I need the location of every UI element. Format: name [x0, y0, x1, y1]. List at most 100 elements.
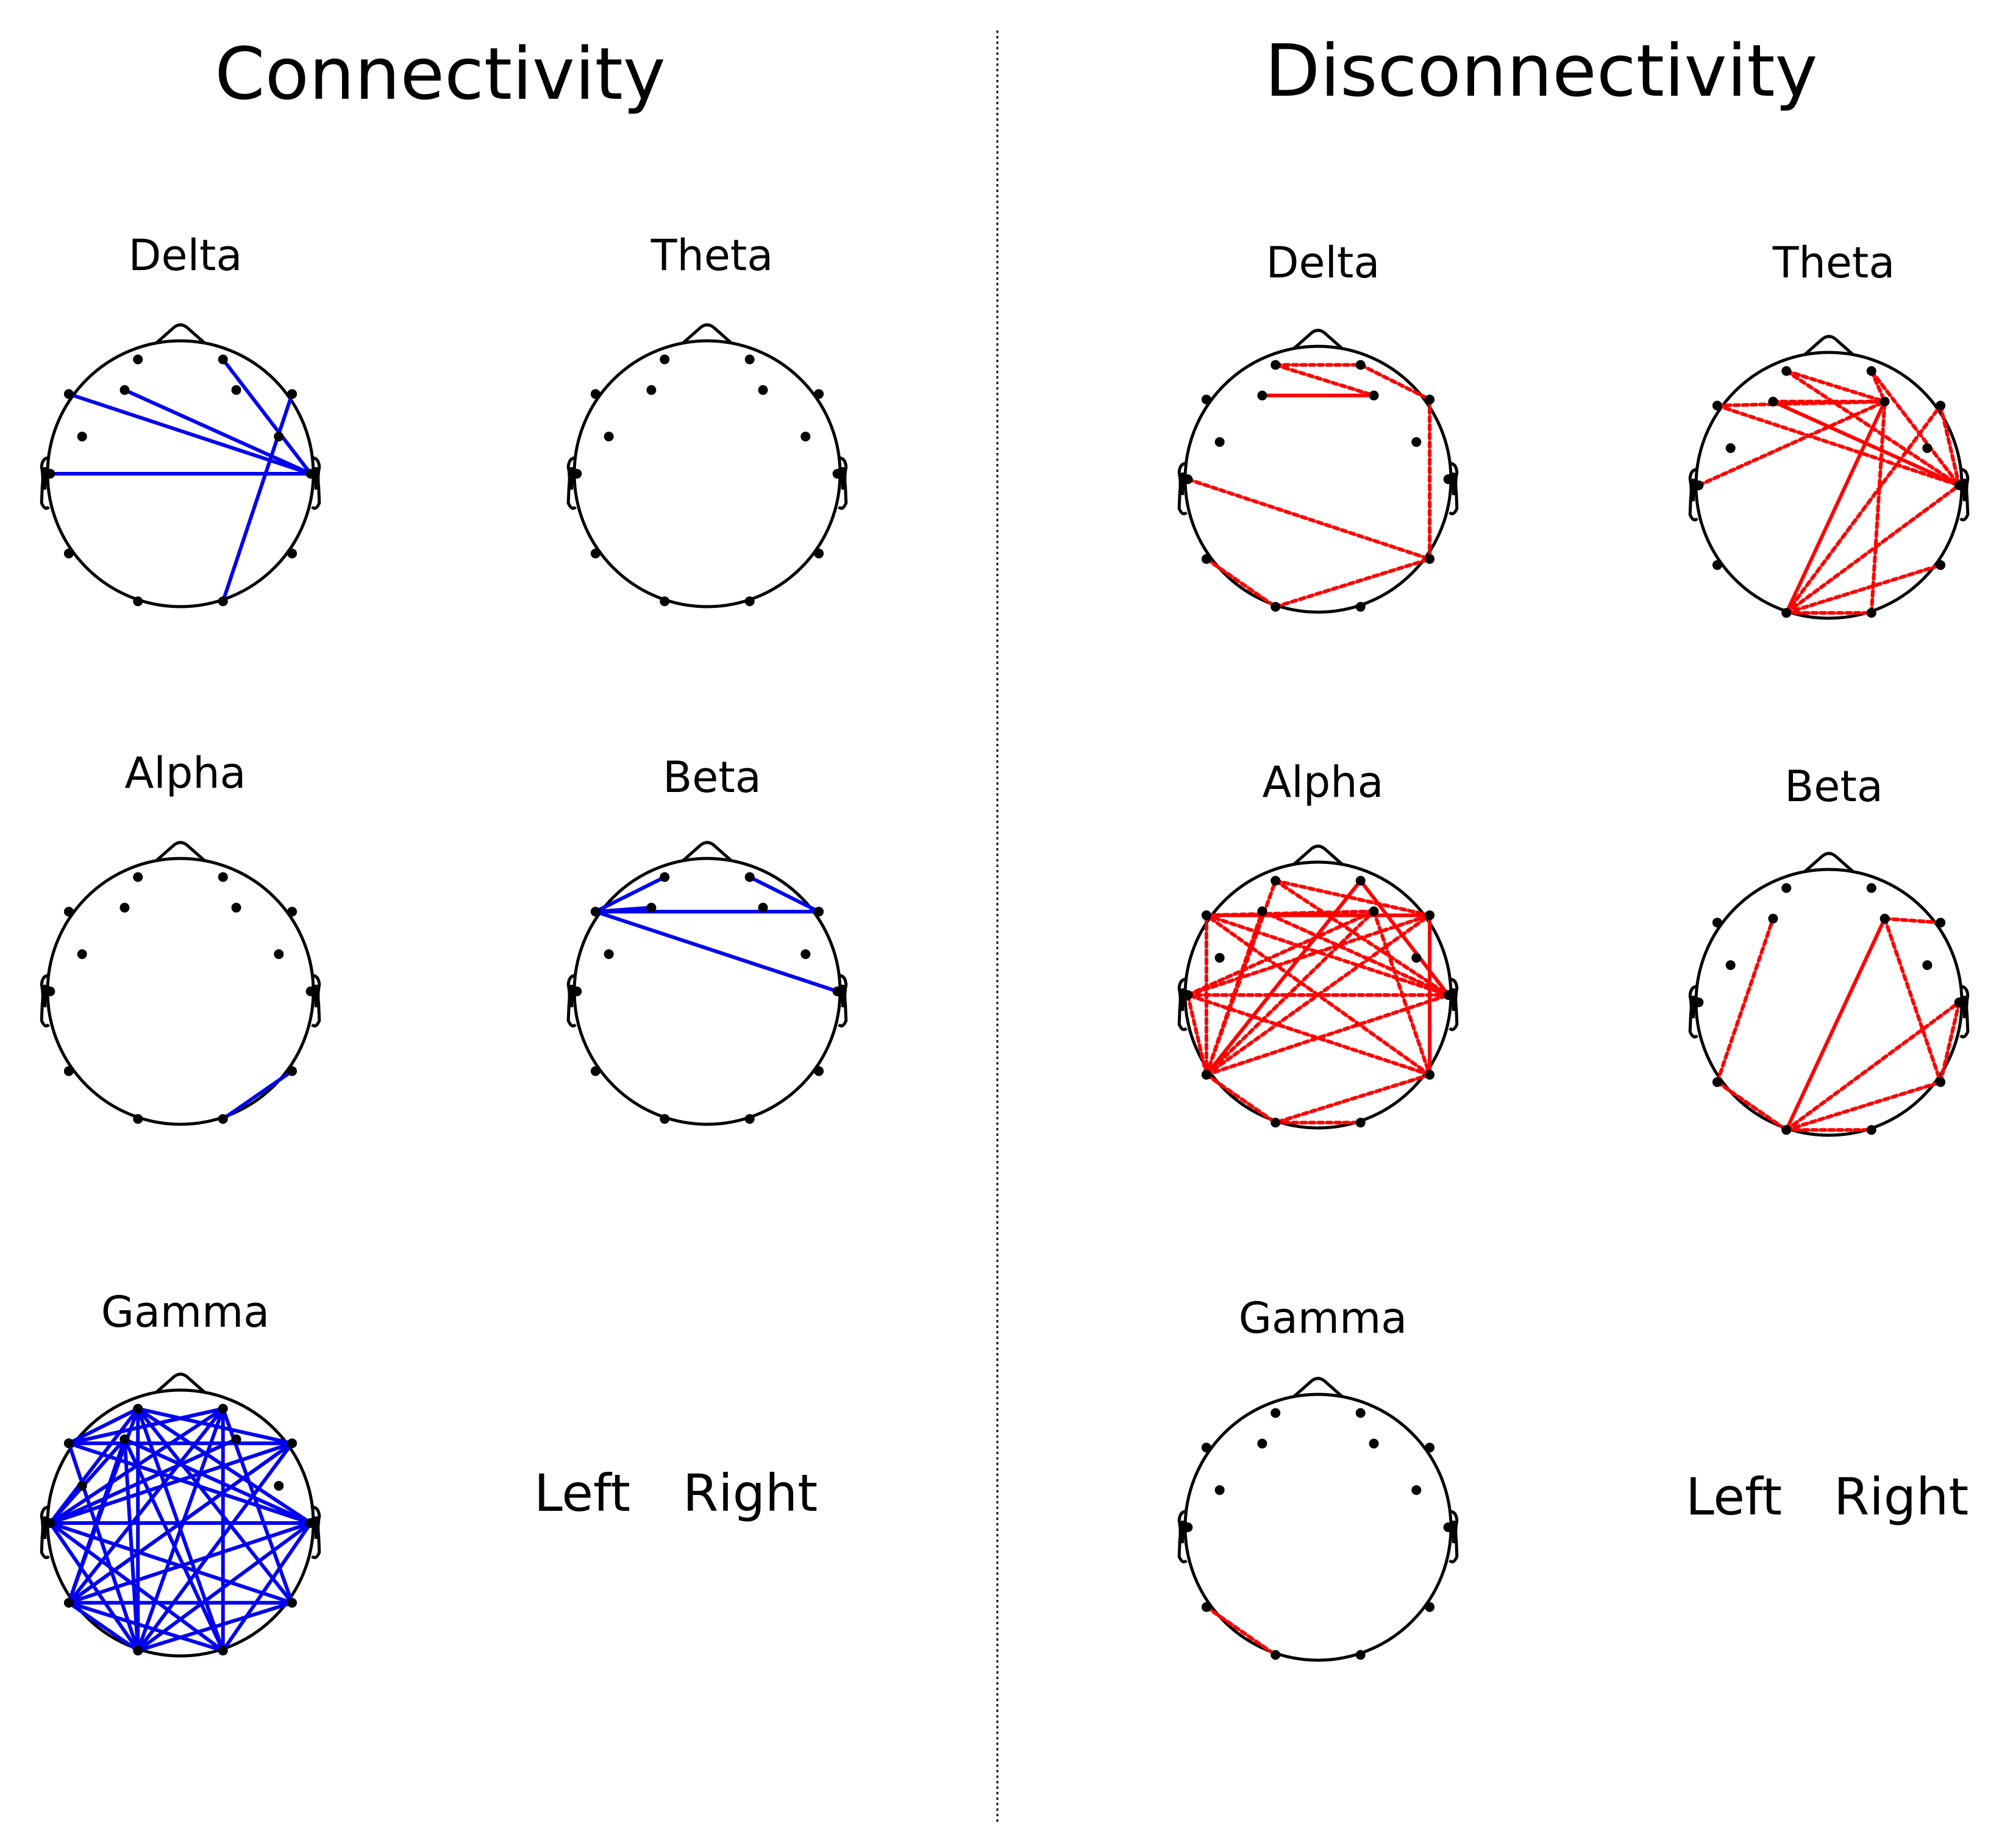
electrode-O2 — [1355, 602, 1366, 612]
band-label: Alpha — [124, 748, 246, 798]
electrode-inner-L — [77, 431, 87, 441]
electrode-F7 — [590, 907, 600, 917]
edge-T6-T3 — [1186, 993, 1432, 1077]
electrode-F8 — [287, 389, 298, 399]
electrode-T6 — [287, 548, 298, 558]
edge-T5-O1 — [66, 1600, 140, 1653]
edge-O2-F4 — [1869, 399, 1887, 615]
edge-O1-T4 — [136, 1521, 313, 1653]
electrode-T4 — [1954, 997, 1964, 1007]
electrode-F4 — [758, 385, 768, 395]
electrode-Fp1 — [1270, 876, 1281, 886]
edge-T5-O1 — [1715, 1080, 1789, 1132]
edge-T5-F3 — [66, 1437, 127, 1605]
electrode-inner-R — [800, 431, 811, 441]
band-label: Theta — [650, 230, 774, 280]
electrode-T3 — [1183, 990, 1193, 1000]
electrode-Fp2 — [1866, 366, 1876, 376]
edge-T5-T3 — [1186, 993, 1208, 1077]
left-ear-outline — [566, 456, 577, 510]
left-ear-outline — [1688, 468, 1698, 522]
electrode-O1 — [1270, 1650, 1281, 1660]
electrode-F7 — [63, 389, 74, 399]
head-outline — [1694, 351, 1964, 620]
electrode-T6 — [814, 1066, 824, 1076]
edge-F7-T4 — [1204, 913, 1450, 997]
electrode-F4 — [231, 902, 241, 913]
electrode-Fp1 — [1781, 883, 1792, 893]
electrode-O2 — [744, 596, 755, 607]
electrode-O2 — [1866, 608, 1876, 618]
electrode-Fp2 — [218, 1404, 228, 1414]
electrode-F3 — [1257, 1438, 1267, 1449]
edge-F7-F3 — [593, 905, 654, 914]
edge-T5-F4 — [1204, 909, 1376, 1077]
edge-F7-T4 — [66, 1441, 313, 1525]
left-ear-outline — [1688, 985, 1698, 1039]
electrode-F7 — [1712, 918, 1722, 928]
electrode-Fp1 — [1270, 1408, 1281, 1418]
panel-connectivity-alpha: Alpha — [40, 748, 321, 1126]
electrode-inner-L — [77, 1480, 87, 1491]
edge-F8-O1 — [136, 1441, 294, 1653]
electrode-F3 — [119, 385, 130, 395]
electrode-Fp2 — [1355, 360, 1366, 370]
edge-T5-O1 — [1204, 557, 1278, 609]
legend-left-connectivity: Left — [534, 1463, 630, 1523]
electrode-O1 — [1781, 608, 1792, 618]
nose-outline — [155, 1372, 205, 1394]
electrode-T6 — [287, 1597, 298, 1608]
right-ear-outline — [1959, 985, 1970, 1039]
edge-Fp1-F4 — [1784, 369, 1887, 404]
electrode-T3 — [45, 469, 55, 479]
electrode-inner-R — [1922, 443, 1933, 453]
electrode-T5 — [1201, 554, 1211, 564]
electrode-F8 — [1425, 394, 1435, 405]
electrode-O1 — [133, 1114, 143, 1124]
electrode-T5 — [1201, 1069, 1211, 1080]
section-title-connectivity: Connectivity — [215, 32, 665, 116]
edge-F3-O2 — [123, 1437, 225, 1653]
electrode-F3 — [119, 1434, 130, 1444]
electrode-T5 — [63, 548, 74, 558]
edge-F3-O1 — [123, 1437, 140, 1653]
edge-Fp2-T5 — [1204, 879, 1363, 1077]
right-ear-outline — [1448, 1510, 1459, 1564]
electrode-T5 — [63, 1066, 74, 1076]
electrode-T6 — [814, 548, 824, 558]
electrode-inner-R — [800, 949, 811, 959]
edge-T3-F8 — [1186, 913, 1432, 997]
electrode-T3 — [572, 986, 582, 996]
electrode-O1 — [133, 1646, 143, 1656]
edge-O1-F4 — [1784, 399, 1887, 615]
edge-O2-T4 — [221, 1521, 313, 1653]
electrode-T6 — [1425, 1069, 1435, 1080]
nose-outline — [1293, 329, 1343, 350]
electrode-T6 — [287, 1066, 298, 1076]
right-ear-outline — [311, 1505, 321, 1560]
edge-O1-T6 — [1784, 1080, 1943, 1132]
electrode-Fp1 — [1270, 360, 1281, 370]
electrode-F8 — [814, 907, 824, 917]
electrode-T5 — [590, 1066, 600, 1076]
edge-F3-T4 — [123, 1437, 313, 1525]
electrode-T5 — [590, 548, 600, 558]
nose-outline — [155, 323, 205, 344]
electrode-F8 — [287, 1438, 298, 1449]
electrode-O2 — [218, 1114, 228, 1124]
electrode-O2 — [1355, 1118, 1366, 1128]
electrode-O1 — [1781, 1125, 1792, 1135]
edge-F7-O1 — [66, 1441, 140, 1653]
band-label: Gamma — [101, 1287, 269, 1337]
band-label: Delta — [1266, 238, 1380, 288]
electrode-F4 — [1369, 906, 1379, 916]
edge-Fp2-O1 — [136, 1407, 225, 1653]
edge-T6-O1 — [1274, 1072, 1432, 1125]
electrode-T4 — [1443, 1522, 1453, 1532]
electrode-F3 — [119, 902, 130, 913]
electrode-Fp1 — [660, 872, 670, 882]
electrode-F3 — [646, 385, 657, 395]
edge-F8-T4 — [1939, 404, 1961, 487]
electrode-F7 — [1201, 910, 1211, 921]
electrode-T3 — [45, 1518, 55, 1528]
